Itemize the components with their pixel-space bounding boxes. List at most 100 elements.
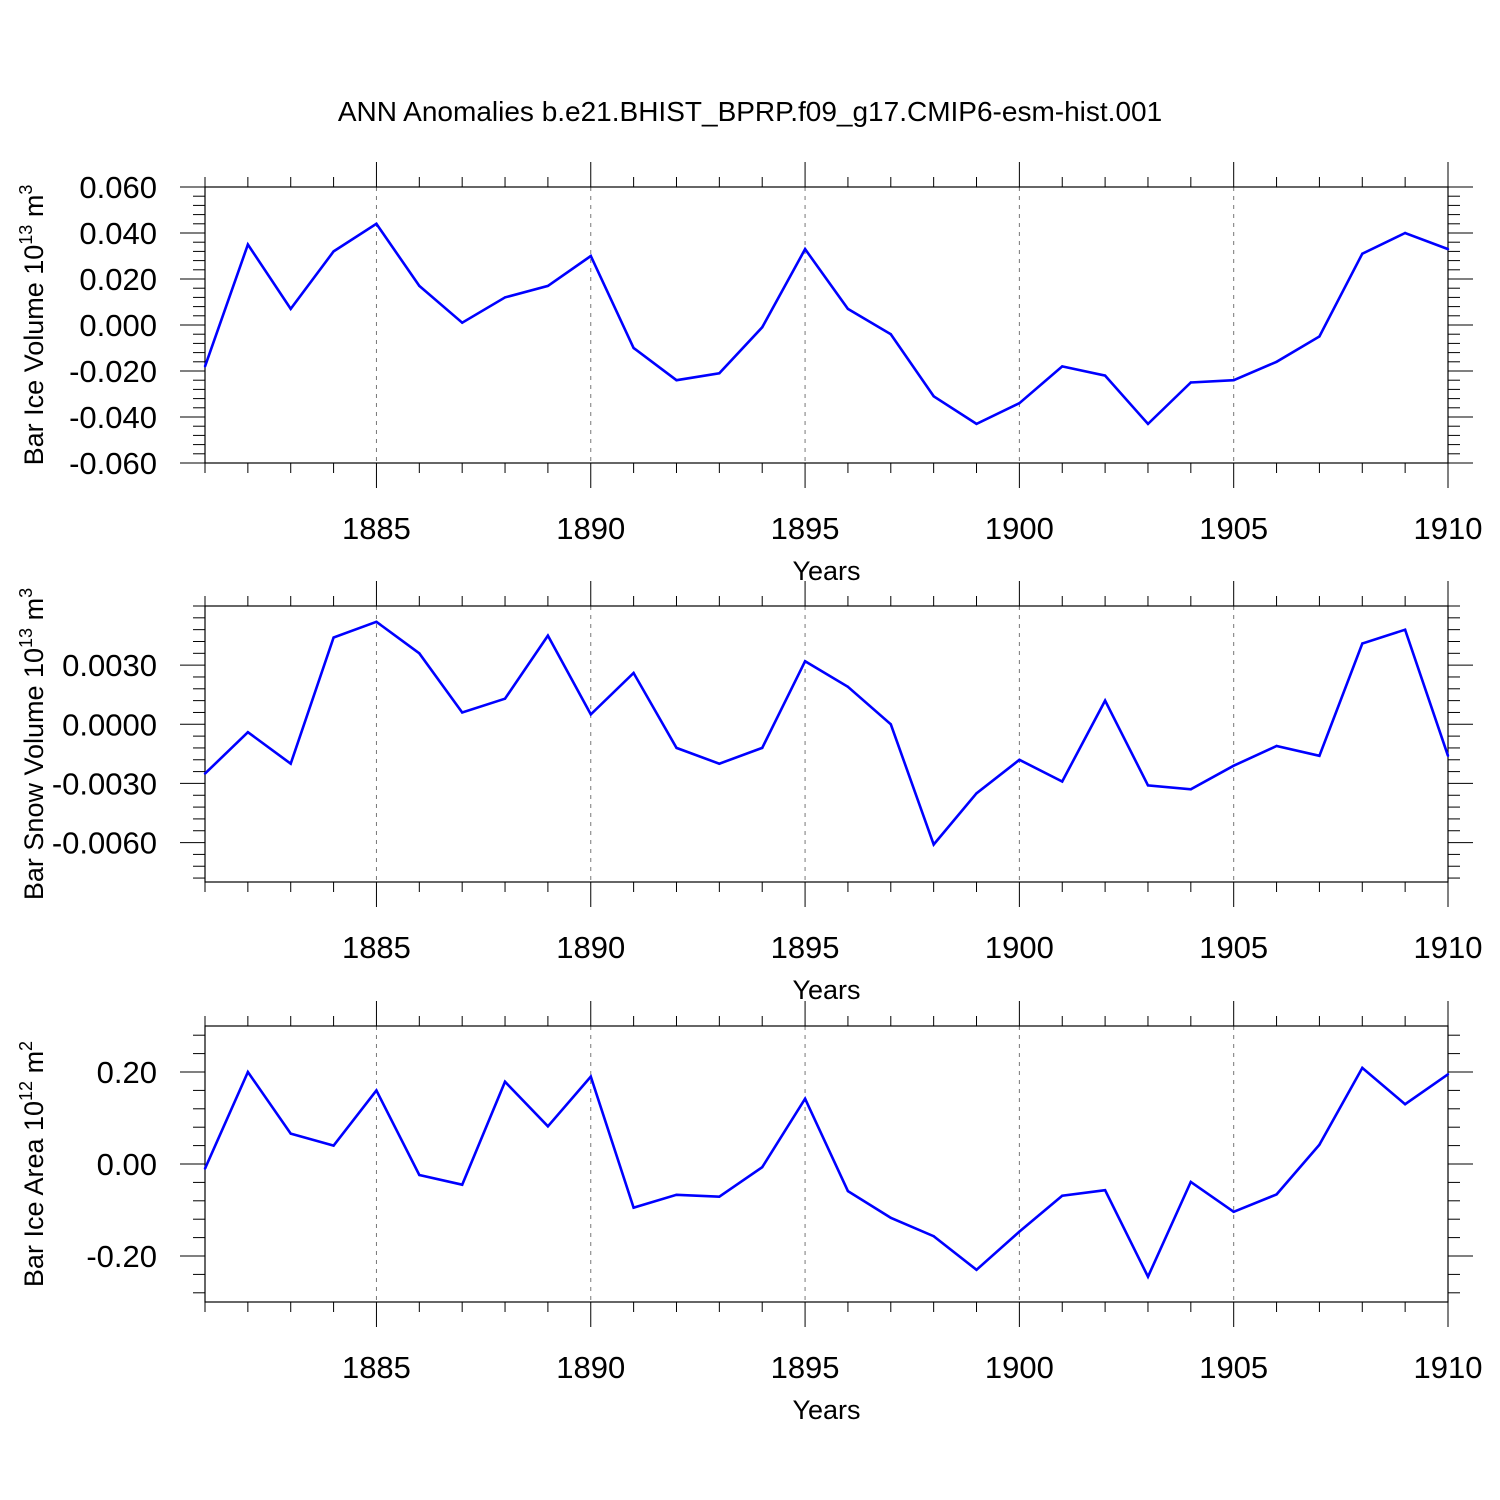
p2-data-point xyxy=(418,1173,421,1177)
p1-data-point xyxy=(975,792,978,795)
p0-data-point xyxy=(1146,422,1150,426)
p0-data-point xyxy=(1403,231,1407,235)
p1-x-tick-label: 1885 xyxy=(342,930,411,965)
p1-data-point xyxy=(1061,780,1064,783)
p0-data-point xyxy=(503,296,507,299)
p0-x-tick-label: 1910 xyxy=(1414,511,1483,546)
p0-data-point xyxy=(1103,374,1107,377)
p0-x-tick-label: 1890 xyxy=(556,511,625,546)
p1-data-point xyxy=(289,762,292,765)
p1-data-point xyxy=(460,711,464,714)
p2-x-tick-label: 1900 xyxy=(985,1350,1054,1385)
p0-data-point xyxy=(889,333,892,336)
p2-data-point xyxy=(332,1144,335,1147)
p1-x-tick-label: 1895 xyxy=(771,930,840,965)
p0-data-point xyxy=(1318,335,1321,338)
p1-data-point xyxy=(889,723,892,726)
p0-data-point xyxy=(975,422,978,426)
p2-x-axis-title: Years xyxy=(792,1395,860,1425)
p1-data-point xyxy=(589,713,592,716)
p0-data-point xyxy=(589,254,592,258)
p1-data-point xyxy=(718,762,721,765)
p2-data-point xyxy=(975,1268,978,1272)
chart-title: ANN Anomalies b.e21.BHIST_BPRP.f09_g17.C… xyxy=(337,96,1163,127)
p1-y-axis-title: Bar Snow Volume 1013 m3 xyxy=(16,588,49,900)
p2-data-point xyxy=(1061,1194,1064,1197)
p2-y-tick-label: -0.20 xyxy=(86,1239,157,1274)
p2-data-point xyxy=(932,1235,935,1238)
p0-data-point xyxy=(1061,365,1064,368)
p1-data-point xyxy=(1103,699,1107,702)
p0-x-tick-label: 1885 xyxy=(342,511,411,546)
p0-data-point xyxy=(1018,402,1021,405)
p0-plot-frame xyxy=(204,186,1449,464)
p1-data-point xyxy=(1018,758,1021,761)
p2-data-point xyxy=(289,1132,292,1135)
p2-series-line xyxy=(203,1065,1449,1280)
p2-data-point xyxy=(1103,1189,1107,1192)
p2-data-point xyxy=(1446,1073,1450,1076)
p1-y-tick-label: -0.0060 xyxy=(52,826,157,861)
p2-data-point xyxy=(589,1075,592,1078)
p0-data-point xyxy=(932,395,935,398)
p1-data-point xyxy=(846,685,850,689)
p0-data-point xyxy=(332,250,335,253)
p1-data-point xyxy=(418,652,421,655)
p1-data-point xyxy=(803,660,807,663)
p0-data-point xyxy=(675,379,678,382)
p0-data-point xyxy=(1361,252,1364,255)
p2-data-point xyxy=(761,1166,764,1169)
p2-x-tick-label: 1905 xyxy=(1199,1350,1268,1385)
p0-data-point xyxy=(289,307,292,311)
p2-data-point xyxy=(803,1097,807,1100)
p0-x-tick-label: 1900 xyxy=(985,511,1054,546)
p1-data-point xyxy=(1189,788,1193,791)
p1-data-point xyxy=(203,772,207,775)
p2-data-point xyxy=(632,1206,635,1209)
p2-x-tick-label: 1885 xyxy=(342,1350,411,1385)
p0-data-point xyxy=(546,284,550,288)
p1-data-point xyxy=(1446,754,1450,758)
p0-x-tick-label: 1905 xyxy=(1199,511,1268,546)
p1-y-tick-label: 0.0030 xyxy=(62,648,157,683)
p1-data-point xyxy=(375,620,378,623)
p0-x-tick-label: 1895 xyxy=(771,511,840,546)
p0-y-tick-label: 0.040 xyxy=(79,216,157,251)
p2-y-tick-label: 0.20 xyxy=(97,1055,157,1090)
p2-data-point xyxy=(460,1183,464,1186)
p2-x-tick-label: 1890 xyxy=(556,1350,625,1385)
p1-data-point xyxy=(1146,784,1150,787)
p1-x-tick-label: 1900 xyxy=(985,930,1054,965)
p2-x-tick-label: 1910 xyxy=(1414,1350,1483,1385)
p2-y-axis-title: Bar Ice Area 1012 m2 xyxy=(16,1041,49,1287)
p2-data-point xyxy=(1403,1103,1407,1106)
snow-volume-panel: 0.0030 0.0000 -0.0030 -0.0060 1885 1890 1895 19… xyxy=(16,581,1482,1005)
p0-x-axis-title: Years xyxy=(792,556,860,586)
p1-data-point xyxy=(632,671,635,675)
p2-data-point xyxy=(1275,1193,1278,1196)
p2-plot-frame xyxy=(204,1025,1449,1303)
p0-y-axis-title: Bar Ice Volume 1013 m3 xyxy=(16,185,49,466)
ice-area-panel: 0.20 0.00 -0.20 1885 1890 1895 1900 1905 1910 Yea… xyxy=(16,1001,1482,1425)
p0-data-point xyxy=(846,307,850,311)
p0-y-tick-label: 0.020 xyxy=(79,262,157,297)
p1-data-point xyxy=(932,843,935,846)
p2-x-tick-label: 1895 xyxy=(771,1350,840,1385)
p2-data-point xyxy=(246,1070,250,1074)
p1-y-tick-label: -0.0030 xyxy=(52,766,157,801)
p1-data-point xyxy=(246,730,250,734)
ice-volume-panel: 0.060 0.040 0.020 0.000 -0.020 -0.040 -0.060 18… xyxy=(16,162,1482,586)
p0-data-point xyxy=(803,247,807,251)
p1-data-point xyxy=(546,634,550,637)
p2-data-point xyxy=(203,1167,207,1170)
p2-data-point xyxy=(1318,1143,1321,1146)
p2-data-point xyxy=(1018,1230,1021,1233)
p0-y-tick-label: -0.060 xyxy=(69,446,157,481)
p0-data-point xyxy=(418,284,421,288)
p1-series-line xyxy=(204,620,1450,848)
p1-x-tick-label: 1910 xyxy=(1414,930,1483,965)
p0-y-tick-label: 0.000 xyxy=(79,308,157,343)
p2-data-point xyxy=(375,1089,378,1092)
p2-data-point xyxy=(718,1195,721,1198)
